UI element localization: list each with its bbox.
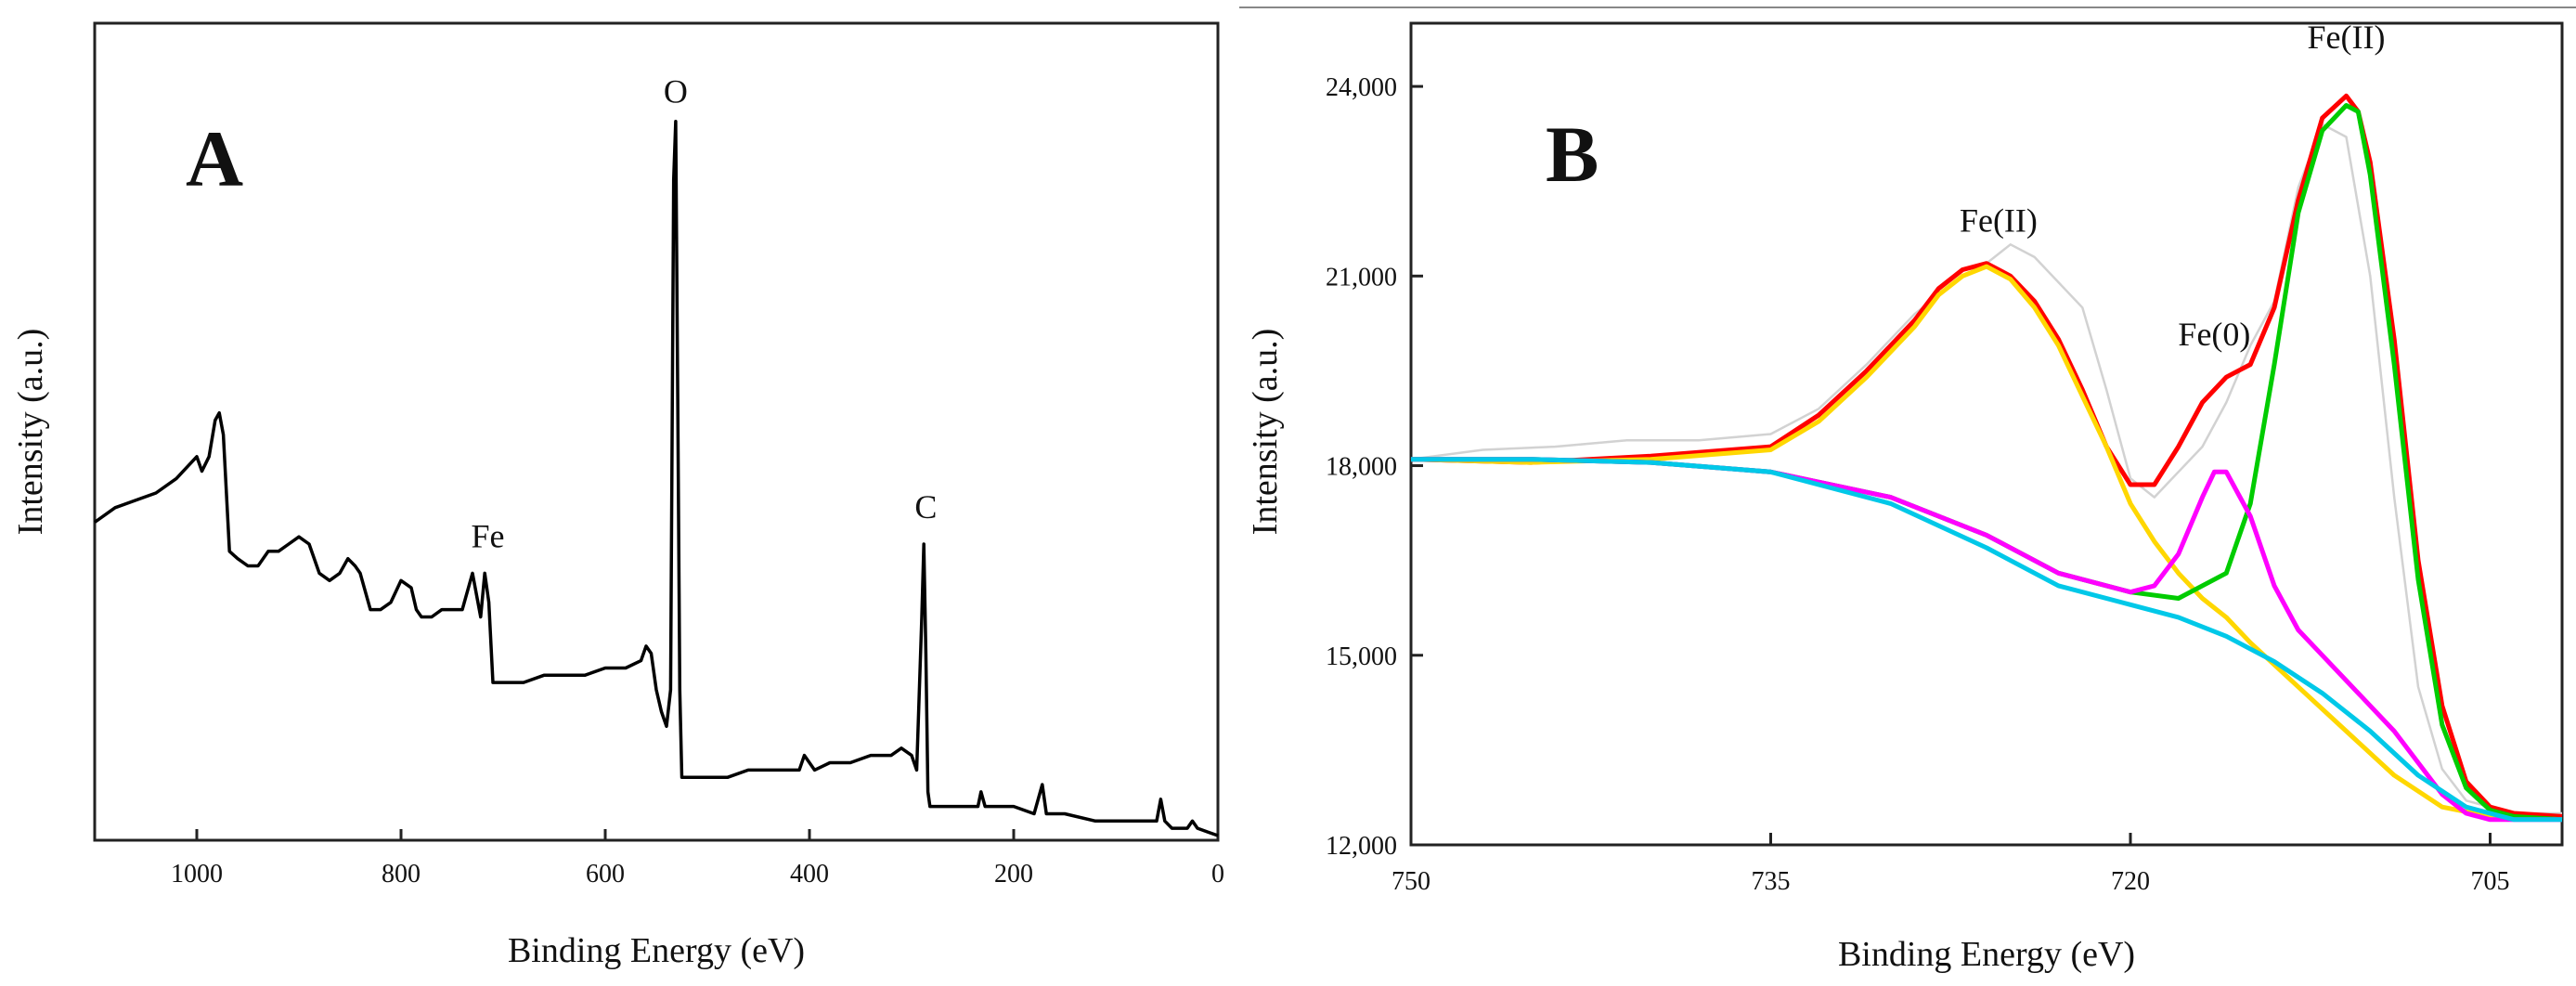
panel-a-x-ticks: 1000 800 600 400 200 0	[171, 829, 1224, 889]
panel-b-y-tick-label: 15,000	[1326, 642, 1397, 671]
panel-b-y-tick-label: 12,000	[1326, 832, 1397, 861]
panel-b-x-tick-label: 720	[2111, 867, 2150, 896]
panel-b-frame	[1409, 21, 2564, 847]
panel-a-x-tick-label: 1000	[171, 860, 223, 889]
panel-a-peak-annotation: C	[914, 488, 937, 525]
panel-a-x-tick-label: 400	[790, 860, 829, 889]
panel-b-y-tick-label: 18,000	[1326, 453, 1397, 482]
panel-a: 1000 800 600 400 200 0 A O Fe C Binding Energy …	[11, 21, 1224, 970]
panel-b: 12,000 15,000 18,000 21,000 24,000 750 735 720…	[1239, 6, 2576, 974]
panel-b-series	[1410, 93, 2563, 823]
panel-a-peak-annotation: Fe	[472, 518, 505, 555]
panel-b-annotations: Fe(II) Fe(0) Fe(II)	[1960, 19, 2386, 353]
series-fe-ii-satellite	[1410, 264, 2563, 823]
panel-b-x-tick-label: 705	[2471, 867, 2510, 896]
panel-a-x-axis-label: Binding Energy (eV)	[508, 931, 805, 970]
panel-a-survey-line	[93, 119, 1219, 837]
panel-b-y-tick-label: 24,000	[1326, 73, 1397, 102]
panel-a-frame	[93, 21, 1220, 842]
panel-b-label: B	[1546, 110, 1599, 199]
series-total-fit	[1410, 93, 2563, 819]
panel-b-x-tick-label: 750	[1392, 867, 1430, 896]
series-raw-data	[1410, 123, 2562, 815]
series-background	[1411, 457, 2562, 823]
panel-b-x-axis-label: Binding Energy (eV)	[1838, 935, 2135, 974]
panel-a-annotations: O Fe C	[472, 73, 938, 555]
panel-b-x-ticks: 750 735 720 705	[1392, 833, 2510, 896]
series-fe-0	[1411, 457, 2562, 823]
panel-a-x-tick-label: 0	[1211, 860, 1224, 889]
panel-b-y-tick-label: 21,000	[1326, 263, 1397, 292]
panel-b-peak-annotation: Fe(II)	[2308, 19, 2386, 56]
panel-a-peak-annotation: O	[664, 73, 688, 110]
panel-a-label: A	[186, 114, 243, 203]
panel-a-x-tick-label: 800	[382, 860, 421, 889]
panel-b-peak-annotation: Fe(II)	[1960, 202, 2038, 240]
panel-b-y-ticks: 12,000 15,000 18,000 21,000 24,000	[1326, 73, 1423, 861]
panel-b-y-axis-label: Intensity (a.u.)	[1246, 329, 1285, 536]
panel-b-x-tick-label: 735	[1752, 867, 1791, 896]
panel-a-y-axis-label: Intensity (a.u.)	[11, 329, 50, 536]
panel-a-x-tick-label: 200	[994, 860, 1033, 889]
panel-a-x-tick-label: 600	[586, 860, 625, 889]
panel-b-peak-annotation: Fe(0)	[2178, 316, 2250, 353]
